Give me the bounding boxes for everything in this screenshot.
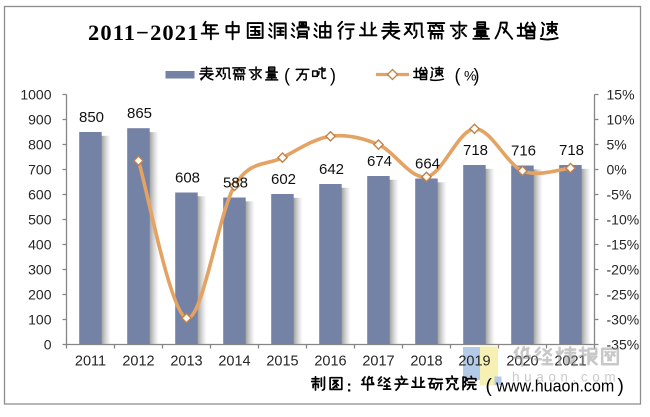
svg-text:2019: 2019 [458,354,490,370]
svg-text:400: 400 [28,237,52,253]
svg-text:2011−2021: 2011−2021 [88,20,199,45]
svg-text:-30%: -30% [607,312,640,328]
svg-text:2018: 2018 [410,354,442,370]
svg-text:500: 500 [28,212,52,228]
svg-text:600: 600 [28,187,52,203]
svg-text:-35%: -35% [607,337,640,353]
svg-text:700: 700 [28,162,52,178]
svg-text:2015: 2015 [266,354,298,370]
svg-text:100: 100 [28,312,52,328]
svg-text:): ) [330,66,336,86]
svg-text:2017: 2017 [362,354,394,370]
svg-text:200: 200 [28,287,52,303]
svg-text:2014: 2014 [218,354,250,370]
svg-text:716: 716 [511,143,536,160]
svg-text:2016: 2016 [314,354,346,370]
svg-text:0%: 0% [607,162,627,178]
svg-text:900: 900 [28,112,52,128]
svg-text:-10%: -10% [607,212,640,228]
svg-text:-20%: -20% [607,262,640,278]
svg-text:2012: 2012 [122,354,154,370]
svg-text:850: 850 [79,109,104,126]
svg-text:-5%: -5% [607,187,632,203]
svg-text:-25%: -25% [607,287,640,303]
svg-text:2013: 2013 [170,354,202,370]
svg-text::: : [347,379,352,396]
svg-text:15%: 15% [607,87,635,103]
svg-text:%: % [464,68,476,84]
svg-text:674: 674 [367,153,392,170]
svg-text:(: ( [284,66,290,86]
svg-text:300: 300 [28,262,52,278]
svg-text:5%: 5% [607,137,627,153]
svg-text:10%: 10% [607,112,635,128]
svg-text:-15%: -15% [607,237,640,253]
svg-text:www.huaon.com: www.huaon.com [495,377,614,396]
svg-text:0: 0 [44,337,52,353]
svg-text:664: 664 [415,156,440,173]
svg-text:602: 602 [271,171,296,188]
svg-text:huaon.com: huaon.com [512,370,620,385]
svg-text:(: ( [486,376,493,397]
svg-text:608: 608 [175,170,200,187]
svg-text:2011: 2011 [75,354,106,370]
svg-text:800: 800 [28,137,52,153]
svg-text:642: 642 [319,161,344,178]
svg-text:588: 588 [223,175,248,192]
svg-text:(: ( [455,66,461,86]
svg-text:): ) [474,66,480,86]
svg-text:1000: 1000 [20,87,51,103]
svg-text:): ) [618,376,624,397]
svg-text:718: 718 [463,142,488,159]
svg-text:718: 718 [559,142,584,159]
svg-text:865: 865 [127,105,152,122]
